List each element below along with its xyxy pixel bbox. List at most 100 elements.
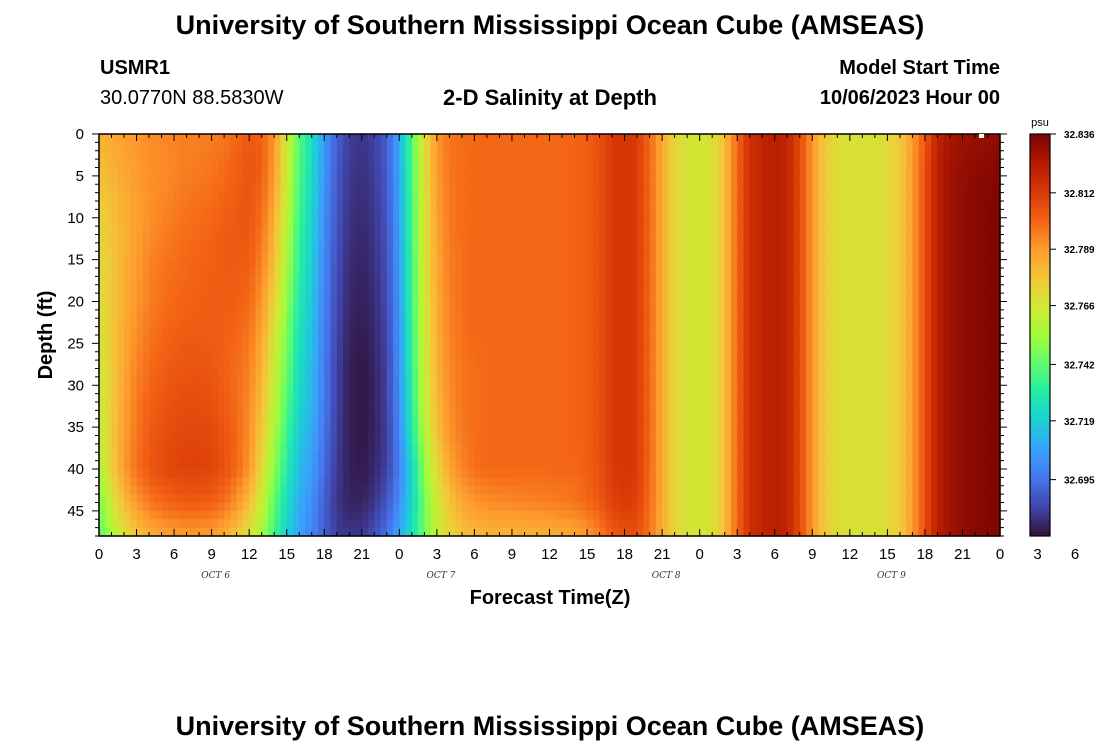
heatmap-cell <box>968 402 976 411</box>
heatmap-cell <box>774 284 782 294</box>
heatmap-cell <box>524 159 532 169</box>
heatmap-cell <box>299 234 307 244</box>
heatmap-cell <box>837 175 845 185</box>
heatmap-cell <box>687 376 695 386</box>
heatmap-cell <box>618 209 626 219</box>
heatmap-cell <box>687 293 695 303</box>
heatmap-cell <box>887 167 895 177</box>
heatmap-cell <box>511 251 519 261</box>
heatmap-cell <box>937 226 945 236</box>
heatmap-cell <box>111 318 119 328</box>
heatmap-cell <box>749 335 757 344</box>
heatmap-cell <box>831 368 838 378</box>
heatmap-cell <box>355 259 363 269</box>
heatmap-cell <box>292 393 300 403</box>
heatmap-cell <box>430 201 438 210</box>
heatmap-cell <box>424 251 432 261</box>
heatmap-cell <box>624 326 632 336</box>
heatmap-cell <box>787 318 795 328</box>
heatmap-cell <box>599 159 607 169</box>
heatmap-cell <box>418 343 425 353</box>
heatmap-cell <box>330 142 338 152</box>
heatmap-cell <box>261 301 269 311</box>
heatmap-cell <box>330 134 338 143</box>
heatmap-cell <box>843 268 851 277</box>
heatmap-cell <box>424 402 432 411</box>
heatmap-cell <box>180 167 188 177</box>
heatmap-cell <box>349 134 357 143</box>
heatmap-cell <box>261 326 269 336</box>
heatmap-cell <box>937 201 945 210</box>
heatmap-cell <box>793 376 801 386</box>
heatmap-cell <box>355 418 363 428</box>
heatmap-cell <box>255 217 263 227</box>
heatmap-cell <box>117 150 125 160</box>
heatmap-cell <box>317 184 325 194</box>
heatmap-cell <box>762 410 770 420</box>
heatmap-cell <box>536 309 544 319</box>
heatmap-cell <box>568 184 576 194</box>
heatmap-cell <box>368 150 375 160</box>
heatmap-cell <box>274 167 282 177</box>
heatmap-cell <box>311 167 319 177</box>
heatmap-cell <box>405 402 413 411</box>
heatmap-cell <box>343 393 350 403</box>
heatmap-cell <box>787 284 795 294</box>
heatmap-cell <box>111 343 119 353</box>
heatmap-cell <box>486 309 494 319</box>
heatmap-cell <box>361 326 369 336</box>
heatmap-cell <box>511 318 519 328</box>
heatmap-cell <box>887 268 895 277</box>
heatmap-cell <box>668 368 676 378</box>
heatmap-cell <box>643 402 651 411</box>
heatmap-cell <box>468 402 476 411</box>
heatmap-cell <box>242 335 250 344</box>
heatmap-cell <box>249 209 257 219</box>
heatmap-cell <box>468 326 476 336</box>
heatmap-cell <box>399 159 407 169</box>
heatmap-cell <box>380 142 388 152</box>
heatmap-cell <box>874 159 882 169</box>
heatmap-cell <box>299 150 307 160</box>
heatmap-cell <box>242 142 250 152</box>
heatmap-cell <box>349 259 357 269</box>
heatmap-cell <box>343 335 350 344</box>
heatmap-cell <box>411 385 419 395</box>
heatmap-cell <box>224 309 231 319</box>
heatmap-cell <box>906 184 914 194</box>
heatmap-cell <box>893 142 901 152</box>
heatmap-cell <box>562 376 569 386</box>
heatmap-cell <box>680 251 688 261</box>
heatmap-cell <box>993 318 1001 328</box>
heatmap-cell <box>380 175 388 185</box>
heatmap-cell <box>724 276 732 286</box>
heatmap-cell <box>267 368 275 378</box>
heatmap-cell <box>618 402 626 411</box>
heatmap-cell <box>662 134 669 143</box>
heatmap-cell <box>286 301 294 311</box>
heatmap-cell <box>574 209 582 219</box>
heatmap-cell <box>824 368 832 378</box>
heatmap-cell <box>480 393 488 403</box>
heatmap-cell <box>568 234 576 244</box>
heatmap-cell <box>430 326 438 336</box>
heatmap-cell <box>349 360 357 370</box>
heatmap-cell <box>737 268 745 277</box>
heatmap-cell <box>186 326 194 336</box>
heatmap-cell <box>230 418 238 428</box>
heatmap-cell <box>549 301 557 311</box>
heatmap-cell <box>368 343 375 353</box>
heatmap-cell <box>687 217 695 227</box>
heatmap-cell <box>393 251 400 261</box>
heatmap-cell <box>136 301 144 311</box>
heatmap-cell <box>236 134 244 143</box>
heatmap-cell <box>831 393 838 403</box>
heatmap-cell <box>624 276 632 286</box>
heatmap-cell <box>599 351 607 361</box>
heatmap-cell <box>637 393 644 403</box>
heatmap-cell <box>311 368 319 378</box>
heatmap-cell <box>249 318 257 328</box>
heatmap-cell <box>906 159 914 169</box>
heatmap-cell <box>111 376 119 386</box>
heatmap-cell <box>242 251 250 261</box>
